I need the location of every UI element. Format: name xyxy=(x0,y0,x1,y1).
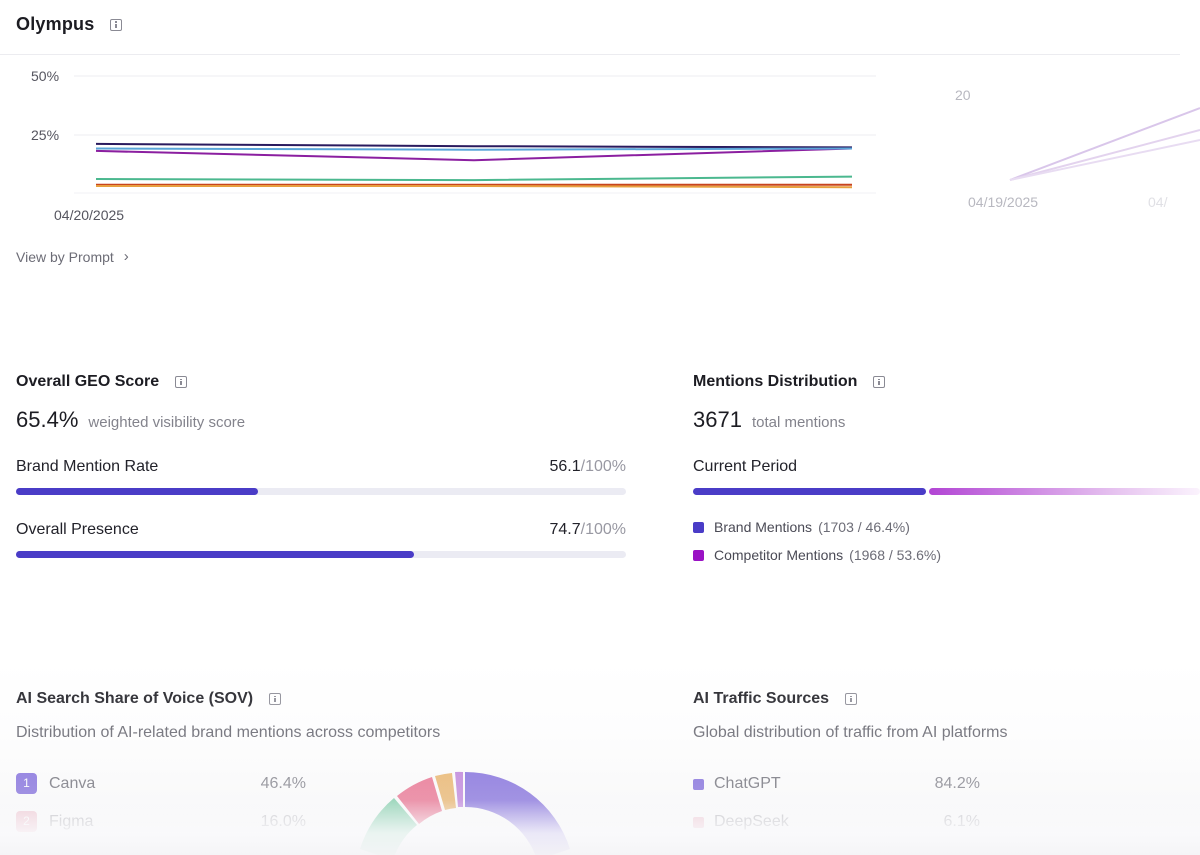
metric-value-denominator: /100% xyxy=(580,521,626,538)
side-series-line xyxy=(1009,107,1200,181)
competitor-share: 16.0% xyxy=(260,812,306,830)
series-line-0 xyxy=(95,142,853,149)
page-header: Olympus xyxy=(16,14,123,35)
metric-value: 74.7/100% xyxy=(549,521,626,539)
trend-chart: 50% 25% 04/20/2025 xyxy=(16,60,896,230)
geo-score-value: 65.4% xyxy=(16,407,79,432)
brand-legend-swatch xyxy=(693,521,704,533)
legend-label: Competitor Mentions xyxy=(714,547,844,563)
geo-score-summary: 65.4% weighted visibility score xyxy=(16,407,245,433)
legend-item: Brand Mentions (1703 / 46.4%) xyxy=(693,519,910,535)
side-y-tick-label: 20 xyxy=(955,87,971,103)
platform-name: ChatGPT xyxy=(714,775,781,792)
progress-track xyxy=(16,551,626,558)
chevron-right-icon: › xyxy=(123,248,129,265)
sov-row[interactable]: 1 Canva 46.4% xyxy=(16,773,306,794)
sov-row[interactable]: 2 Figma 16.0% xyxy=(16,811,306,832)
brand-mention-rate-progress xyxy=(16,488,258,495)
series-line-2 xyxy=(95,147,853,151)
side-chart-svg: 20 04/19/2025 04/ xyxy=(955,87,1200,210)
x-tick-label: 04/20/2025 xyxy=(54,207,124,223)
competitor-name: Canva xyxy=(49,774,96,792)
overall-presence-progress xyxy=(16,551,415,558)
series-line-3 xyxy=(95,175,853,182)
info-icon[interactable] xyxy=(845,693,858,705)
traffic-header: AI Traffic Sources xyxy=(693,690,858,708)
metric-value-denominator: /100% xyxy=(580,458,626,475)
side-x-tick-label: 04/19/2025 xyxy=(968,194,1038,210)
donut-segment-canva[interactable] xyxy=(465,772,570,855)
info-icon[interactable] xyxy=(110,18,123,31)
metric-value: 56.1/100% xyxy=(549,458,626,476)
brand-mentions-segment xyxy=(693,488,927,495)
y-tick-label: 50% xyxy=(31,68,59,84)
mentions-total: 3671 xyxy=(693,407,742,432)
competitor-legend-swatch xyxy=(693,549,704,561)
mentions-summary: 3671 total mentions xyxy=(693,407,845,433)
donut-segment[interactable] xyxy=(455,771,463,807)
traffic-title: AI Traffic Sources xyxy=(693,690,830,707)
platform-swatch xyxy=(693,778,704,790)
traffic-row[interactable]: ChatGPT 84.2% xyxy=(693,775,980,793)
info-icon[interactable] xyxy=(175,376,188,388)
metric-label: Overall Presence xyxy=(16,521,139,538)
side-x-tick-label: 04/ xyxy=(1148,194,1168,210)
platform-share: 84.2% xyxy=(934,775,980,792)
metric-value-number: 56.1 xyxy=(549,458,581,475)
sov-donut-chart xyxy=(345,760,585,855)
platform-name: DeepSeek xyxy=(714,813,789,830)
platform-swatch xyxy=(693,816,704,828)
info-icon[interactable] xyxy=(269,693,282,705)
traffic-row[interactable]: DeepSeek 6.1% xyxy=(693,813,980,831)
side-series-line xyxy=(1009,139,1200,181)
metric-value-number: 74.7 xyxy=(549,521,581,538)
mentions-title: Mentions Distribution xyxy=(693,373,858,390)
sov-header: AI Search Share of Voice (SOV) xyxy=(16,690,282,708)
mentions-header: Mentions Distribution xyxy=(693,373,886,391)
y-tick-label: 25% xyxy=(31,127,59,143)
mentions-split-bar xyxy=(693,488,1200,495)
side-series-line xyxy=(1009,129,1200,181)
progress-track xyxy=(16,488,626,495)
page-title: Olympus xyxy=(16,14,95,34)
legend-detail: (1703 / 46.4%) xyxy=(818,519,910,535)
view-by-prompt-label: View by Prompt xyxy=(16,248,114,265)
info-icon[interactable] xyxy=(873,376,886,388)
series-line-1 xyxy=(95,147,853,162)
sov-donut-svg xyxy=(360,771,570,855)
competitor-name: Figma xyxy=(49,812,94,830)
rank-badge: 1 xyxy=(16,773,37,794)
sov-subtitle: Distribution of AI-related brand mention… xyxy=(16,724,441,741)
competitor-share: 46.4% xyxy=(260,774,306,792)
metric-label: Brand Mention Rate xyxy=(16,458,159,475)
geo-score-header: Overall GEO Score xyxy=(16,373,188,391)
legend-detail: (1968 / 53.6%) xyxy=(849,547,942,563)
mentions-caption: total mentions xyxy=(751,414,846,431)
legend-item: Competitor Mentions (1968 / 53.6%) xyxy=(693,547,941,563)
trend-chart-svg: 50% 25% 04/20/2025 xyxy=(31,68,876,223)
view-by-prompt-link[interactable]: View by Prompt › xyxy=(16,248,129,265)
series-line-5 xyxy=(96,185,853,189)
platform-share: 6.1% xyxy=(943,813,980,830)
side-chart: 20 04/19/2025 04/ xyxy=(940,80,1200,220)
sov-title: AI Search Share of Voice (SOV) xyxy=(16,690,254,707)
rank-badge: 2 xyxy=(16,811,37,832)
competitor-mentions-segment xyxy=(929,488,1200,495)
legend-label: Brand Mentions xyxy=(714,519,813,535)
geo-score-caption: weighted visibility score xyxy=(88,414,246,431)
current-period-label: Current Period xyxy=(693,458,798,475)
header-divider xyxy=(0,54,1180,55)
geo-score-title: Overall GEO Score xyxy=(16,373,160,390)
traffic-subtitle: Global distribution of traffic from AI p… xyxy=(693,724,1008,741)
